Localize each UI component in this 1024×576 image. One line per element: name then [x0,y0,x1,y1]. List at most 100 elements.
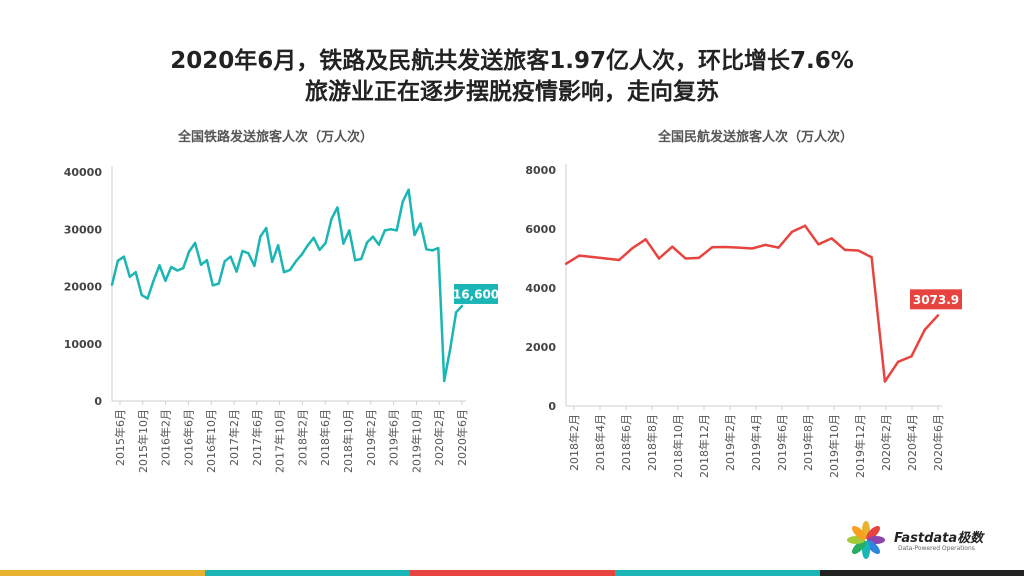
air-data-point [644,238,647,241]
rail-data-point [443,379,446,383]
air-x-tick-label: 2020年4月 [905,414,919,471]
air-data-point [684,257,687,260]
rail-data-point [116,259,120,262]
air-data-point [910,355,913,358]
rail-data-point [401,200,404,203]
rail-y-tick-label: 30000 [64,223,103,236]
air-x-tick-label: 2019年10月 [827,414,841,478]
rail-data-point [187,250,191,253]
rail-data-point [454,311,458,314]
rail-data-point [229,255,232,258]
rail-data-point [241,249,244,253]
rail-data-point [407,188,410,191]
bottom-bar-segment-2 [205,570,410,576]
air-data-point [657,257,661,260]
rail-data-point [176,269,179,272]
air-x-tick-label: 2018年8月 [645,414,659,471]
rail-data-point [217,282,220,285]
headline-line2: 旅游业正在逐步摆脱疫情影响，走向复苏 [305,79,719,105]
air-y-tick-label: 4000 [525,282,556,295]
air-y-tick-label: 6000 [525,223,556,236]
rail-data-point [294,260,298,263]
rail-data-point [389,228,393,231]
rail-data-point [365,241,369,244]
air-data-point [883,380,887,383]
bottom-bar-segment-1 [0,570,205,576]
rail-x-tick-label: 2019年2月 [364,409,378,466]
air-data-point [591,255,594,259]
rail-data-point [359,257,363,261]
air-data-point [777,246,780,249]
air-data-point [617,258,621,262]
air-data-point [697,256,701,260]
rail-data-point [431,249,434,252]
rail-x-tick-label: 2018年6月 [318,409,332,466]
rail-data-point [354,258,357,262]
rail-data-point [330,217,333,221]
rail-data-point [413,233,416,237]
rail-x-tick-label: 2016年10月 [204,409,218,473]
rail-x-tick-label: 2016年6月 [181,409,195,466]
fastdata-logo-icon [847,521,885,559]
air-y-tick-label: 2000 [525,341,556,354]
air-data-point [936,314,940,317]
rail-line-chart: 0 10000 20000 30000 40000 2015年6月 2015年10月 2016… [64,166,499,473]
air-callout-label: 3073.9 [913,293,959,307]
rail-data-point [134,270,137,274]
rail-data-point [324,241,327,245]
air-x-tick-label: 2019年8月 [801,414,815,471]
rail-y-tick-label: 0 [94,395,102,408]
air-data-point [671,245,674,248]
air-data-point [870,256,873,259]
bottom-bar-segment-4 [615,570,820,576]
air-x-tick-label: 2019年6月 [775,414,789,471]
rail-x-tick-label: 2018年10月 [341,409,355,473]
rail-data-point [276,244,280,247]
rail-x-tick-label: 2017年10月 [273,409,287,473]
rail-data-point [395,229,398,232]
air-y-tick-label: 0 [548,400,556,413]
rail-x-tick-label: 2020年2月 [432,409,446,466]
rail-data-point [223,260,226,263]
air-data-point [896,360,900,363]
air-data-point [604,257,608,260]
air-x-tick-label: 2018年12月 [697,414,711,478]
rail-series-line [110,188,463,383]
rail-data-point [259,235,262,238]
rail-data-point [152,279,155,282]
air-x-tick-label: 2019年4月 [749,414,763,471]
rail-data-point [425,248,428,251]
rail-y-tick-label: 40000 [64,166,103,179]
air-line-chart: 0 2000 4000 6000 8000 2018年2月 2018年4月 2018年6月 20… [525,164,962,478]
rail-data-point [336,206,339,209]
rail-x-tick-label: 2017年6月 [250,409,264,466]
rail-data-point [270,260,274,264]
rail-data-point [383,229,387,232]
air-data-point [817,243,820,246]
air-data-point [578,254,581,257]
rail-data-point [312,236,315,240]
rail-x-tick-label: 2019年10月 [409,409,423,473]
rail-data-point [460,304,464,308]
rail-chart-title: 全国铁路发送旅客人次（万人次） [178,130,374,145]
air-data-point [857,249,860,252]
air-data-point [843,248,847,252]
rail-y-tick-label: 10000 [64,338,103,351]
air-data-point [564,262,568,266]
rail-x-tick-label: 2019年6月 [387,409,401,466]
air-x-tick-label: 2020年2月 [879,414,893,471]
rail-data-point [146,297,149,300]
rail-data-point [122,255,126,258]
rail-data-point [437,246,440,250]
air-chart-title: 全国民航发送旅客人次（万人次） [658,130,854,145]
rail-x-tick-label: 2020年6月 [455,409,469,466]
rail-callout-box [454,283,498,304]
rail-data-point [205,258,209,262]
rail-callout-label: 16,600 [453,287,499,301]
air-x-tick-label: 2018年6月 [619,414,633,471]
air-data-point [710,246,714,249]
rail-data-point [265,226,268,230]
air-callout-box [910,289,962,310]
rail-data-point [318,248,321,252]
rail-data-point [419,222,422,225]
